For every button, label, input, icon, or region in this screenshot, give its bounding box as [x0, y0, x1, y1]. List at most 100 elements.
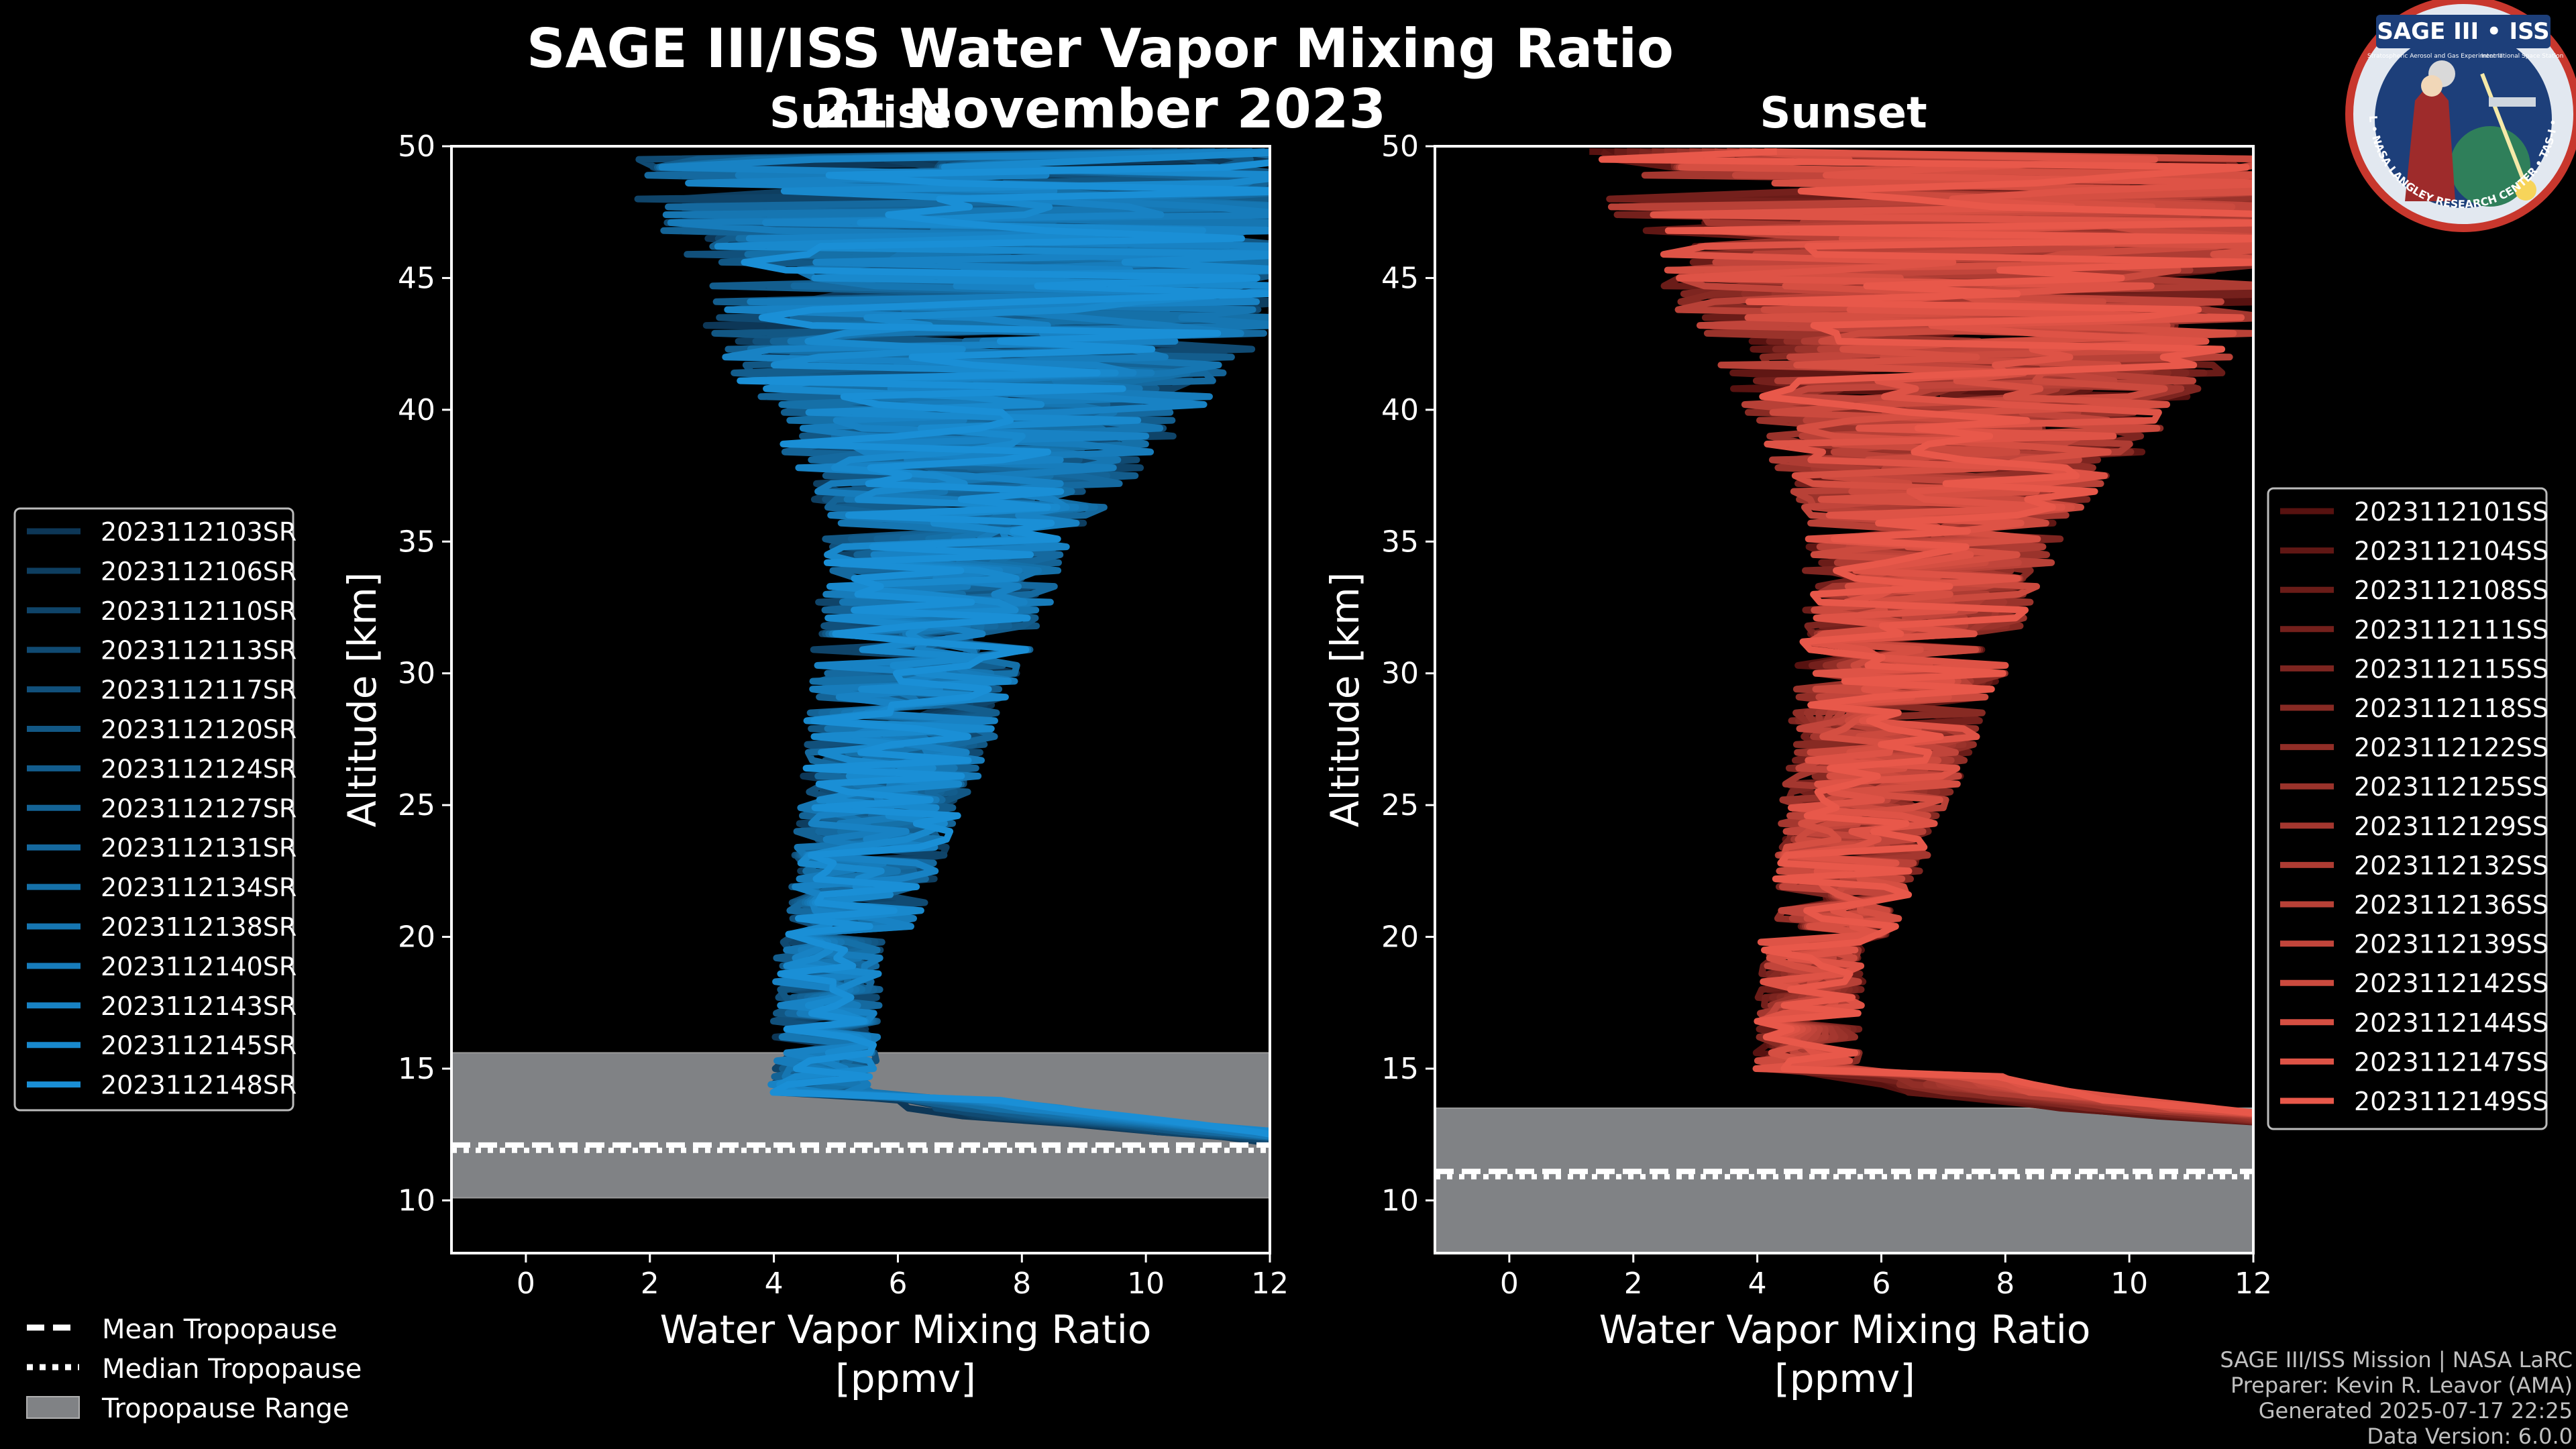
legend-label-2023112113SR: 2023112113SR: [101, 636, 297, 665]
profile-2023112149SS: [1598, 148, 2253, 1117]
ss-y-tick-label: 10: [1381, 1183, 1419, 1218]
logo-sage-figure: [2405, 80, 2455, 201]
legend-label-2023112124SR: 2023112124SR: [101, 754, 297, 784]
footer-version: Data Version: 6.0.0: [2367, 1424, 2573, 1449]
footer-credits: SAGE III/ISS Mission | NASA LaRC Prepare…: [2220, 1347, 2573, 1449]
ss-x-tick-label: 8: [1996, 1267, 2015, 1301]
sr-x-tick-label: 10: [1127, 1267, 1165, 1301]
sunrise-legend: 2023112103SR 2023112106SR 2023112110SR 2023…: [13, 507, 297, 1112]
legend-label-2023112148SR: 2023112148SR: [101, 1071, 297, 1100]
footer-preparer: Preparer: Kevin R. Leavor (AMA): [2231, 1373, 2573, 1398]
legend-label-2023112140SR: 2023112140SR: [101, 952, 297, 981]
ss-x-tick-label: 4: [1748, 1267, 1767, 1301]
legend-label-2023112129SS: 2023112129SS: [2354, 812, 2548, 841]
sunrise-y-axis-label: Altitude [km]: [339, 572, 385, 827]
logo-banner: [2376, 15, 2551, 48]
legend-label-2023112108SS: 2023112108SS: [2354, 576, 2548, 605]
legend-label-2023112122SS: 2023112122SS: [2354, 733, 2548, 763]
sr-y-tick-label: 30: [398, 657, 435, 691]
logo-sun-ray: [2480, 72, 2531, 196]
sr-y-tick-label: 35: [398, 525, 435, 559]
ss-y-tick-label: 50: [1381, 129, 1419, 164]
legend-label-2023112139SS: 2023112139SS: [2354, 930, 2548, 959]
sr-y-tick-label: 10: [398, 1183, 435, 1218]
sunrise-subtitle: Sunrise: [769, 89, 952, 138]
sr-x-tick-label: 2: [641, 1267, 659, 1301]
sr-x-tick-label: 0: [517, 1267, 535, 1301]
ss-y-tick-label: 25: [1381, 788, 1419, 822]
ss-tropopause-range-band: [1434, 1107, 2254, 1254]
ss-y-tick-label: 30: [1381, 657, 1419, 691]
ss-y-tick-label: 20: [1381, 920, 1419, 955]
ss-y-tick-label: 35: [1381, 525, 1419, 559]
legend-label-2023112127SR: 2023112127SR: [101, 794, 297, 823]
legend-label-2023112138SR: 2023112138SR: [101, 912, 297, 942]
legend-label-2023112149SS: 2023112149SS: [2354, 1087, 2548, 1116]
sr-x-tick-label: 4: [765, 1267, 784, 1301]
sr-x-tick-label: 8: [1012, 1267, 1031, 1301]
legend-label-2023112103SR: 2023112103SR: [101, 517, 297, 547]
legend-label-2023112110SR: 2023112110SR: [101, 596, 297, 626]
sunset-subtitle: Sunset: [1760, 89, 1927, 138]
sunrise-plot-frame: [450, 145, 1271, 1254]
legend-label-2023112131SR: 2023112131SR: [101, 833, 297, 863]
sunrise-x-axis-unit: [ppmv]: [835, 1356, 976, 1401]
sunrise-profiles: [634, 148, 1270, 1147]
legend-label-2023112144SS: 2023112144SS: [2354, 1008, 2548, 1038]
chart-title: SAGE III/ISS Water Vapor Mixing Ratio: [527, 17, 1674, 80]
tropopause-range-swatch: [26, 1396, 80, 1419]
tropopause-legend: Mean Tropopause Median Tropopause Tropop…: [26, 1314, 362, 1424]
sunset-x-axis-unit: [ppmv]: [1774, 1356, 1915, 1401]
footer-generated: Generated 2025-07-17 22:25: [2259, 1398, 2573, 1424]
legend-label-2023112111SS: 2023112111SS: [2354, 615, 2548, 645]
logo-sage-head: [2421, 75, 2443, 97]
profile-2023112145SR: [714, 149, 1270, 1134]
sunset-legend-box: [2267, 487, 2548, 1130]
legend-label-2023112125SS: 2023112125SS: [2354, 772, 2548, 802]
ss-y-tick-label: 40: [1381, 393, 1419, 427]
sr-y-tick-label: 45: [398, 261, 435, 295]
sunset-plot-frame: [1434, 145, 2255, 1254]
sr-y-tick-label: 50: [398, 129, 435, 164]
legend-label-2023112134SR: 2023112134SR: [101, 873, 297, 902]
legend-label-2023112132SS: 2023112132SS: [2354, 851, 2548, 880]
ss-x-tick-label: 10: [2110, 1267, 2148, 1301]
legend-label-2023112104SS: 2023112104SS: [2354, 537, 2548, 566]
sr-x-tick-label: 6: [888, 1267, 907, 1301]
sunrise-panel: 0 2 4 6 8 10 12 10 15 20 25 30 35 40 45 50 Altitude [km…: [339, 129, 1289, 1401]
median-tropopause-label: Median Tropopause: [102, 1354, 362, 1385]
sunset-y-axis-label: Altitude [km]: [1322, 572, 1368, 827]
sr-y-tick-label: 20: [398, 920, 435, 955]
logo-iss-station: [2489, 97, 2536, 107]
ss-y-tick-label: 15: [1381, 1052, 1419, 1086]
legend-label-2023112106SR: 2023112106SR: [101, 557, 297, 586]
legend-label-2023112143SR: 2023112143SR: [101, 991, 297, 1021]
legend-label-2023112115SS: 2023112115SS: [2354, 654, 2548, 684]
legend-label-2023112101SS: 2023112101SS: [2354, 497, 2548, 527]
tropopause-range-label: Tropopause Range: [101, 1393, 350, 1424]
footer-mission: SAGE III/ISS Mission | NASA LaRC: [2220, 1347, 2573, 1373]
ss-y-tick-label: 45: [1381, 261, 1419, 295]
sunset-profiles: [1589, 148, 2253, 1126]
ss-x-tick-label: 12: [2235, 1267, 2272, 1301]
sunset-x-axis-label: Water Vapor Mixing Ratio: [1599, 1307, 2091, 1352]
mean-tropopause-label: Mean Tropopause: [102, 1314, 337, 1345]
ss-x-tick-label: 0: [1500, 1267, 1519, 1301]
chart-date: 21 November 2023: [814, 78, 1386, 140]
sr-x-tick-label: 12: [1251, 1267, 1289, 1301]
ss-x-tick-label: 2: [1624, 1267, 1643, 1301]
logo-title: SAGE III • ISS: [2377, 18, 2549, 45]
legend-label-2023112136SS: 2023112136SS: [2354, 890, 2548, 920]
legend-label-2023112120SR: 2023112120SR: [101, 715, 297, 745]
profile-2023112148SR: [737, 159, 1270, 1138]
logo-sun: [2515, 179, 2536, 201]
sunset-panel: 0 2 4 6 8 10 12 10 15 20 25 30 35 40 45 50 Altitude [km…: [1322, 129, 2272, 1401]
sunrise-legend-box: [13, 507, 294, 1112]
sr-y-tick-label: 15: [398, 1052, 435, 1086]
legend-label-2023112118SS: 2023112118SS: [2354, 694, 2548, 723]
legend-label-2023112147SS: 2023112147SS: [2354, 1047, 2548, 1077]
sr-y-tick-label: 25: [398, 788, 435, 822]
ss-x-tick-label: 6: [1872, 1267, 1890, 1301]
legend-label-2023112145SR: 2023112145SR: [101, 1031, 297, 1061]
